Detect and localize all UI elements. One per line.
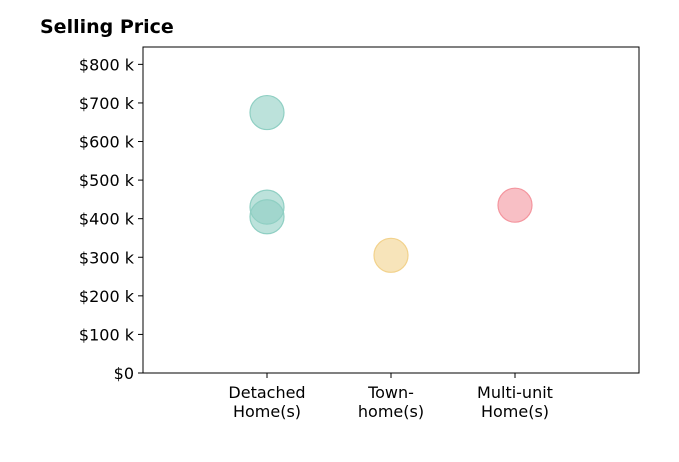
- data-point: [373, 237, 409, 273]
- data-point: [249, 199, 285, 235]
- x-tick-label: Multi-unit Home(s): [477, 383, 553, 421]
- data-point: [497, 187, 533, 223]
- x-axis: Detached Home(s) Town-home(s) Multi-unit Hom…: [228, 373, 553, 421]
- y-axis: $0 $100 k $200 k $300 k $400 k $500 k $600 k $7…: [79, 55, 143, 383]
- x-tick-label: Detached Home(s): [228, 383, 305, 421]
- y-tick-label: $200 k: [79, 287, 135, 306]
- y-tick-label: $500 k: [79, 171, 135, 190]
- plot-area-frame: [142, 46, 640, 374]
- y-tick-label: $700 k: [79, 94, 135, 113]
- x-tick-label: Town-home(s): [358, 383, 424, 421]
- y-tick-label: $400 k: [79, 210, 135, 229]
- y-tick-label: $800 k: [79, 55, 135, 74]
- data-point: [249, 94, 285, 131]
- y-tick-label: $100 k: [79, 325, 135, 344]
- chart-title: Selling Price: [40, 16, 174, 38]
- y-tick-label: $600 k: [79, 133, 135, 152]
- y-tick-label: $0: [114, 364, 134, 383]
- data-points: [249, 94, 533, 273]
- y-tick-label: $300 k: [79, 248, 135, 267]
